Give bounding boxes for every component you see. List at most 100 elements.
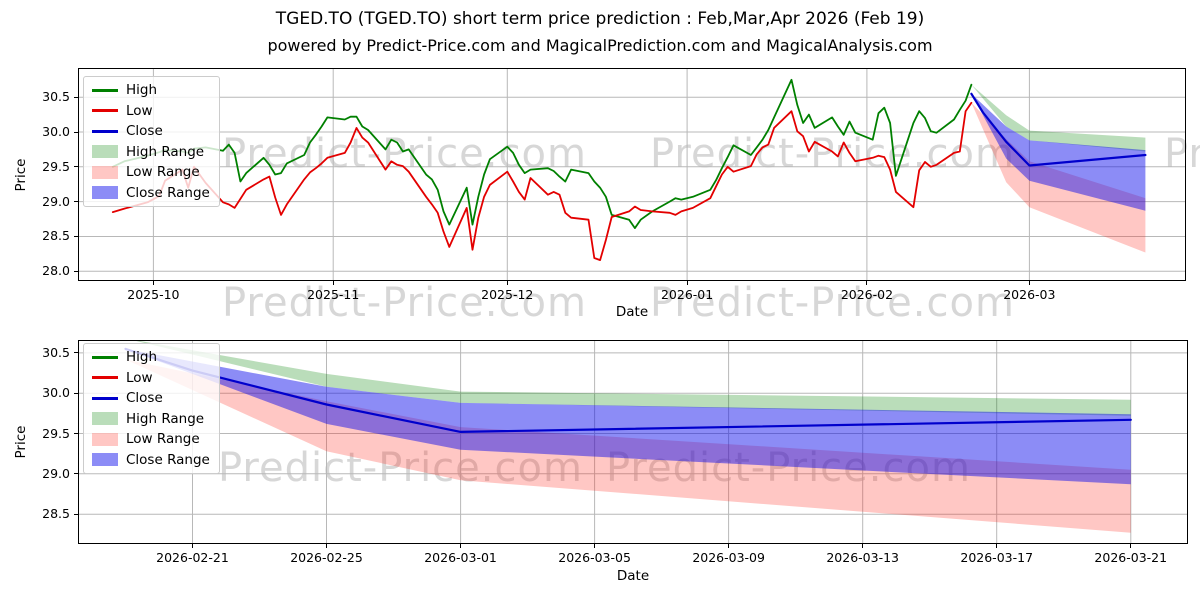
close-range-area <box>971 93 1146 211</box>
x-tick-mark <box>332 281 334 285</box>
x-tick-label: 2025-10 <box>127 287 180 302</box>
high-range-area <box>971 84 1146 152</box>
x-tick-label: 2026-03-09 <box>692 550 765 565</box>
x-tick-mark <box>686 281 688 285</box>
band-swatch-icon <box>92 145 118 159</box>
x-tick-mark <box>326 544 328 548</box>
y-tick-label: 29.5 <box>42 425 70 441</box>
x-tick-label: 2026-01 <box>660 287 714 302</box>
x-tick-mark <box>594 544 596 548</box>
line-swatch-icon <box>92 129 118 133</box>
legend-label: Low <box>126 102 153 119</box>
page-subtitle: powered by Predict-Price.com and Magical… <box>267 36 933 55</box>
band-swatch-icon <box>92 432 118 446</box>
x-tick-mark <box>996 544 998 548</box>
x-tick-label: 2025-12 <box>481 287 534 302</box>
low-line <box>111 101 973 262</box>
legend-item-high: High <box>92 80 210 101</box>
close-line <box>970 92 1147 167</box>
legend-item-close: Close <box>92 121 210 142</box>
legend-item-low-range: Low Range <box>92 429 210 450</box>
band-swatch-icon <box>92 186 118 200</box>
y-tick-label: 30.5 <box>42 89 70 105</box>
price-history-chart: 28.0 28.5 29.0 29.5 30.0 30.5 2025-10 2025-11 20… <box>42 68 1186 302</box>
line-swatch-icon <box>92 109 118 113</box>
watermark-text: Predict-Price.com <box>1164 131 1200 177</box>
watermark-text: Predict-Price.com <box>650 280 1015 326</box>
y-tick-label: 30.0 <box>42 124 70 140</box>
y-tick-label: 30.0 <box>42 385 70 401</box>
plot-border <box>78 68 1186 281</box>
watermark-text: Predict-Price.com <box>606 448 971 488</box>
x-tick-label: 2026-02 <box>840 287 894 302</box>
legend-label: High <box>126 82 158 99</box>
legend-label: Close Range <box>126 184 210 201</box>
y-tick-mark <box>74 392 78 394</box>
price-prediction-plot <box>78 340 1188 544</box>
line-swatch-icon <box>92 355 118 359</box>
y-tick-mark <box>74 166 78 168</box>
x-tick-mark <box>506 281 508 285</box>
y-axis-label: Price <box>13 425 29 459</box>
y-axis-label: Price <box>13 158 29 192</box>
x-tick-label: 2026-03 <box>1003 287 1056 302</box>
legend-label: High <box>126 349 158 366</box>
x-tick-mark <box>728 544 730 548</box>
band-swatch-icon <box>92 412 118 426</box>
legend-label: Low Range <box>126 164 200 181</box>
x-tick-label: 2026-02-25 <box>290 550 363 565</box>
x-tick-label: 2026-03-05 <box>558 550 631 565</box>
y-tick-label: 28.0 <box>42 263 70 279</box>
legend-item-low: Low <box>92 368 210 389</box>
close-range-area <box>125 348 1131 485</box>
line-swatch-icon <box>92 88 118 92</box>
legend-item-close-range: Close Range <box>92 183 210 204</box>
high-line <box>111 78 973 230</box>
x-tick-mark <box>1130 544 1132 548</box>
price-prediction-chart: 28.5 29.0 29.5 30.0 30.5 2026-02-21 2026-02-25… <box>42 340 1188 565</box>
band-swatch-icon <box>92 165 118 179</box>
page-title: TGED.TO (TGED.TO) short term price predi… <box>275 9 925 29</box>
x-tick-mark <box>191 544 193 548</box>
y-tick-label: 29.5 <box>42 158 70 174</box>
y-tick-mark <box>74 473 78 475</box>
x-tick-label: 2026-03-17 <box>960 550 1034 565</box>
legend-item-close-range: Close Range <box>92 450 210 471</box>
y-tick-label: 28.5 <box>42 506 70 522</box>
low-range-area <box>971 102 1146 253</box>
x-tick-mark <box>152 281 154 285</box>
low-range-area <box>125 359 1131 533</box>
x-tick-mark <box>460 544 462 548</box>
x-axis-label: Date <box>616 568 650 584</box>
legend-item-low-range: Low Range <box>92 162 210 183</box>
y-tick-label: 29.0 <box>42 465 70 481</box>
legend-item-high: High <box>92 347 210 368</box>
legend-label: Low Range <box>126 431 200 448</box>
y-tick-mark <box>74 433 78 435</box>
legend-label: High Range <box>126 410 205 427</box>
watermark-text: Predict-Price.com <box>218 445 583 491</box>
x-tick-label: 2026-02-21 <box>156 550 229 565</box>
price-history-plot <box>78 68 1186 281</box>
y-tick-mark <box>74 270 78 272</box>
band-swatch-icon <box>92 453 118 467</box>
plot-border <box>78 340 1188 544</box>
line-swatch-icon <box>92 376 118 380</box>
legend-label: Close <box>126 123 163 140</box>
legend-item-close: Close <box>92 388 210 409</box>
x-tick-label: 2026-03-13 <box>826 550 899 565</box>
legend-item-high-range: High Range <box>92 409 210 430</box>
y-tick-mark <box>74 201 78 203</box>
y-tick-label: 30.5 <box>42 344 70 360</box>
x-tick-mark <box>1028 281 1030 285</box>
y-tick-mark <box>74 96 78 98</box>
x-tick-mark <box>866 281 868 285</box>
line-swatch-icon <box>92 396 118 400</box>
watermark-text: Predict-Price.com <box>222 280 587 326</box>
legend-label: Close Range <box>126 451 210 468</box>
x-tick-label: 2026-03-01 <box>424 550 497 565</box>
legend: High Low Close High Range Low Range Close Ran… <box>83 76 220 207</box>
x-tick-label: 2026-03-21 <box>1094 550 1168 565</box>
legend-item-low: Low <box>92 101 210 122</box>
